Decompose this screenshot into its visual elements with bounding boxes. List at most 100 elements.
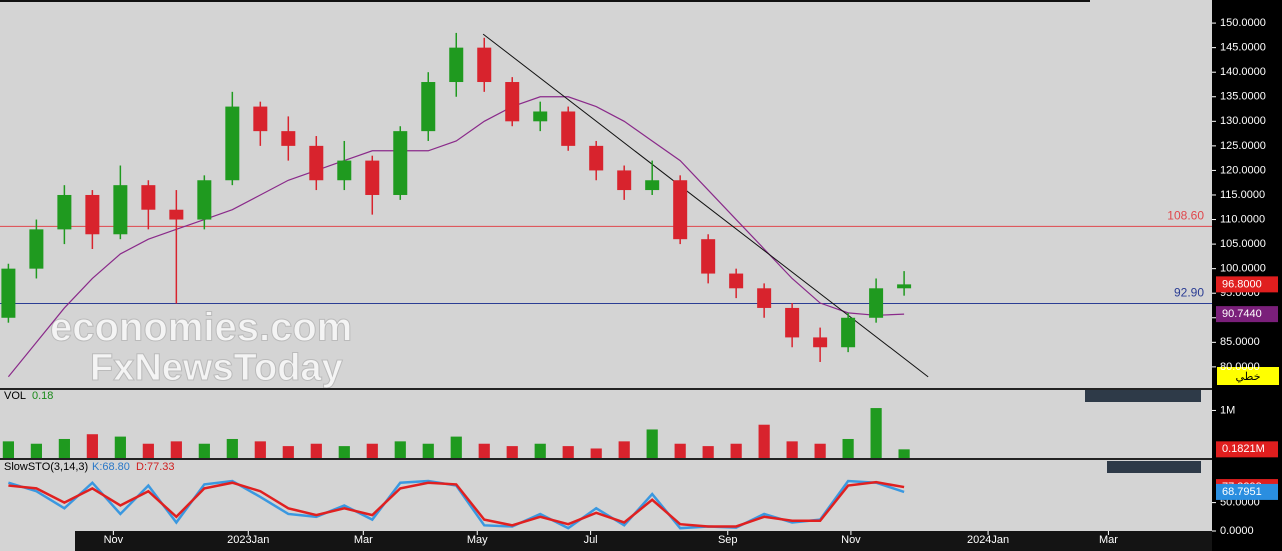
last-k-box (1216, 483, 1278, 500)
panel-toolbar[interactable] (1085, 390, 1201, 402)
y-tick-label: 80.0000 (1220, 361, 1260, 373)
y-tick-label: 100.0000 (1220, 263, 1266, 275)
last-ma: 90.7440 (1222, 308, 1262, 320)
volume-bar (450, 436, 462, 458)
x-tick-label: May (467, 534, 488, 546)
candle-body (673, 180, 688, 240)
stoch-title: SlowSTO(3,14,3) (4, 461, 88, 473)
panel-toolbar[interactable] (1107, 461, 1201, 473)
volume-bar (226, 438, 238, 458)
chart-type-button[interactable] (1217, 367, 1279, 385)
volume-bar (366, 443, 378, 458)
candle-body (505, 82, 520, 122)
volume-bar (30, 443, 42, 458)
chart-type-label[interactable]: خطي (1236, 371, 1261, 383)
level-label: 108.60 (1167, 209, 1204, 223)
panel-separator (0, 458, 1212, 460)
volume-bar (310, 443, 322, 458)
volume-bar (590, 448, 602, 458)
x-tick-label: Nov (104, 534, 124, 546)
stoch-k: K:68.80 (92, 461, 130, 473)
volume-bar (2, 441, 14, 458)
volume-bar (534, 443, 546, 458)
candle-body (309, 145, 324, 181)
candle-body (225, 106, 240, 181)
volume-title: VOL (4, 390, 26, 402)
x-tick-label: Mar (354, 534, 373, 546)
candle-body (113, 185, 128, 235)
volume-bar (282, 446, 294, 458)
last-price: 96.8000 (1222, 278, 1262, 290)
volume-bar (142, 443, 154, 458)
volume-bar (422, 443, 434, 458)
volume-bar (646, 429, 658, 458)
y-tick-label: 145.0000 (1220, 42, 1266, 54)
y-tick-label: 125.0000 (1220, 140, 1266, 152)
y-tick-label: 1M (1220, 404, 1235, 416)
volume-bar (786, 441, 798, 458)
candle-body (729, 273, 744, 289)
candle-body (589, 145, 604, 171)
level-label: 92.90 (1174, 286, 1204, 300)
volume-bar (114, 436, 126, 458)
candle-body (29, 229, 44, 269)
volume-bar (338, 446, 350, 458)
volume-bar (870, 408, 882, 458)
volume-bar (730, 443, 742, 458)
volume-bar (758, 424, 770, 458)
y-tick-label: 150.0000 (1220, 17, 1266, 29)
panel-separator (0, 388, 1212, 390)
candle-body (701, 239, 716, 274)
volume-bar (842, 438, 854, 458)
candle-body (197, 180, 212, 220)
candle-body (421, 82, 436, 132)
candle-body (365, 160, 380, 195)
y-tick-label: 85.0000 (1220, 336, 1260, 348)
candle-body (897, 284, 912, 289)
volume-bar (618, 441, 630, 458)
volume-bar (254, 441, 266, 458)
x-tick-label: 2024Jan (967, 534, 1009, 546)
candle-body (813, 337, 828, 348)
axis-background (1212, 0, 1282, 551)
last-volume: 0.1821M (1222, 443, 1265, 455)
candle-body (533, 111, 548, 122)
candle-body (141, 185, 156, 210)
y-tick-label: 110.0000 (1220, 213, 1265, 225)
y-tick-label: 130.0000 (1220, 115, 1266, 127)
x-tick-label: Jul (584, 534, 598, 546)
y-tick-label: 120.0000 (1220, 164, 1266, 176)
x-tick-label: Nov (841, 534, 861, 546)
candle-body (561, 111, 576, 146)
volume-bar (198, 443, 210, 458)
volume-bar (814, 443, 826, 458)
candle-body (449, 47, 464, 83)
volume-bar (506, 446, 518, 458)
candle-body (253, 106, 268, 132)
y-tick-label: 0.0000 (1220, 525, 1254, 537)
candle-body (645, 180, 660, 191)
y-tick-label: 115.0000 (1220, 189, 1265, 201)
watermark: FxNewsToday (90, 347, 343, 389)
volume-bar (86, 434, 98, 458)
volume-bar (702, 446, 714, 458)
moving-average (7, 96, 905, 378)
candle-body (757, 288, 772, 308)
x-tick-label: Sep (718, 534, 738, 546)
y-tick-label: 105.0000 (1220, 238, 1266, 250)
candle-body (617, 170, 632, 191)
last-volume-box (1216, 441, 1278, 458)
candle-body (169, 209, 184, 220)
volume-bar (478, 443, 490, 458)
stoch-d-line (8, 480, 905, 528)
x-tick-label: 2023Jan (227, 534, 269, 546)
watermark: economies.com (50, 306, 352, 350)
volume-bar (898, 449, 910, 458)
volume-bar (170, 441, 182, 458)
last-k: 68.7951 (1222, 486, 1262, 498)
volume-bar (674, 443, 686, 458)
plot-background (0, 0, 1212, 551)
volume-value: 0.18 (32, 390, 53, 402)
